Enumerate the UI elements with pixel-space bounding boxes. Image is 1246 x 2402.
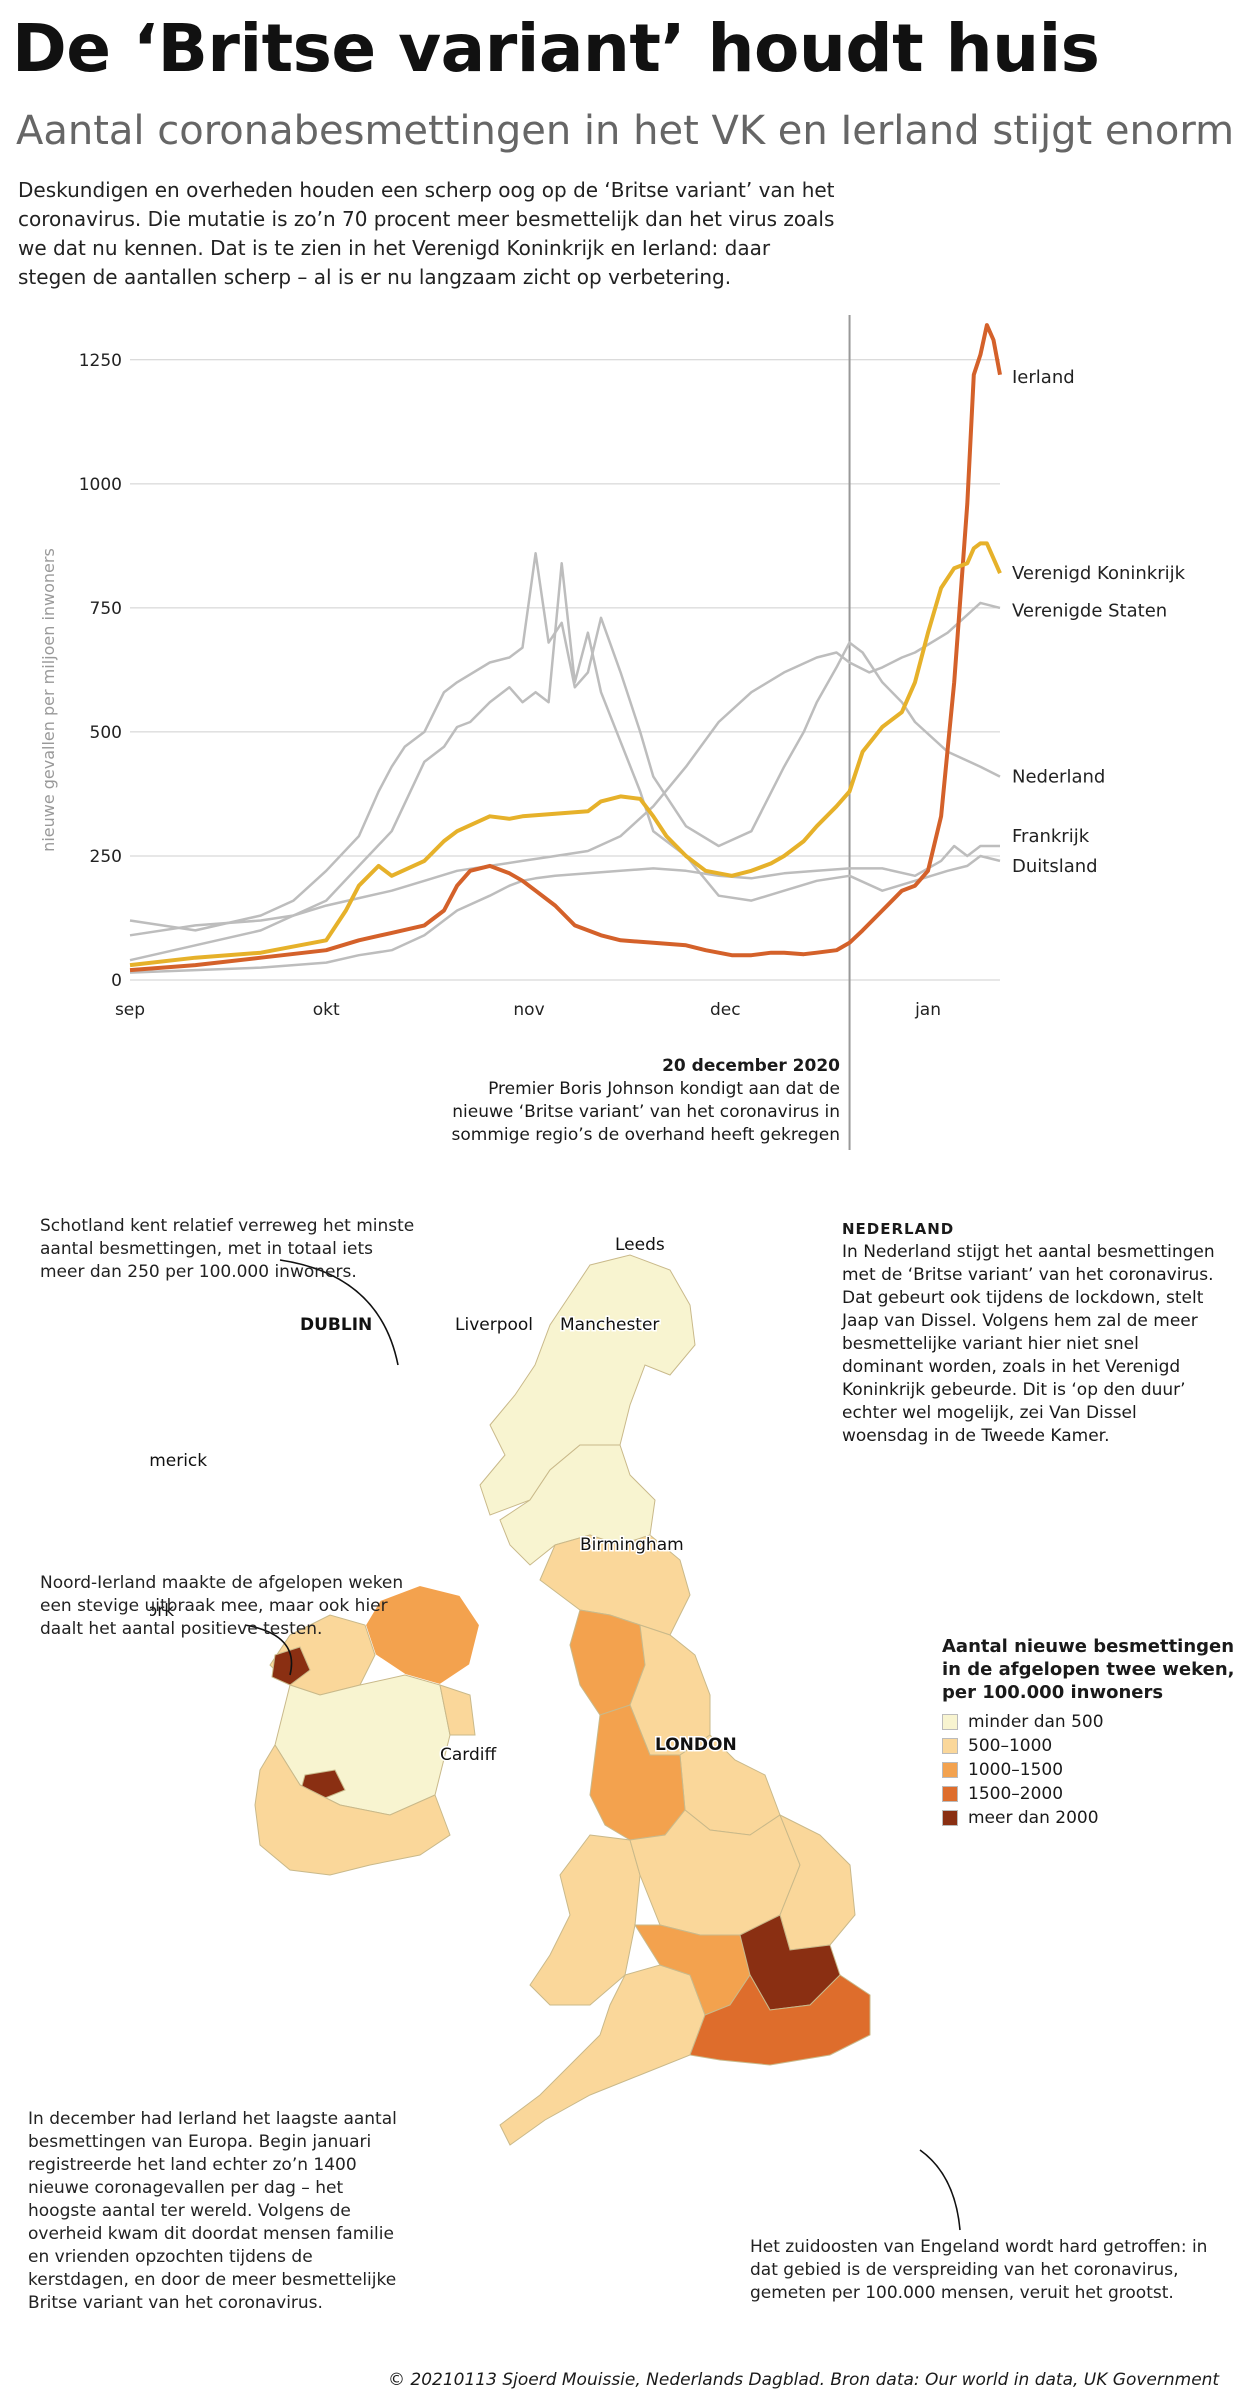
event-text-line: sommige regio’s de overhand heeft gekreg…: [451, 1125, 840, 1145]
x-tick-label: sep: [115, 1000, 145, 1020]
y-axis-label: nieuwe gevallen per miljoen inwoners: [39, 548, 58, 852]
legend-item: 1500–2000: [942, 1782, 1242, 1806]
y-tick-label: 1000: [79, 475, 122, 495]
legend-item: 500–1000: [942, 1734, 1242, 1758]
legend-item: meer dan 2000: [942, 1806, 1242, 1830]
series-line-duitsland: [129, 844, 1000, 974]
series-label-verenigd-koninkrijk: Verenigd Koninkrijk: [1012, 563, 1186, 584]
series-line-nederland: [129, 552, 1001, 932]
x-tick-label: dec: [710, 1000, 741, 1020]
map-legend: Aantal nieuwe besmettingen in de afgelop…: [942, 1635, 1242, 1830]
legend-item: minder dan 500: [942, 1710, 1242, 1734]
city-label-limerick: Limerick: [150, 1451, 207, 1471]
page-subtitle: Aantal coronabesmettingen in het VK en I…: [16, 108, 1235, 154]
legend-label: 1000–1500: [968, 1760, 1064, 1780]
legend-label: meer dan 2000: [968, 1808, 1099, 1828]
line-chart: 0 250 500 750 1000 1250 sep okt nov dec jan Veren…: [39, 315, 1186, 1150]
legend-item: 1000–1500: [942, 1758, 1242, 1782]
y-tick-label: 1250: [79, 351, 122, 371]
legend-label: 500–1000: [968, 1736, 1053, 1756]
event-annotation: 20 december 2020 Premier Boris Johnson k…: [380, 1055, 840, 1147]
city-label-london: LONDON: [655, 1735, 737, 1755]
legend-swatch: [942, 1786, 958, 1802]
city-label-manchester: Manchester: [560, 1315, 659, 1335]
event-text-line: nieuwe ‘Britse variant’ van het coronavi…: [452, 1102, 840, 1122]
chart-grid: [130, 359, 1000, 981]
city-label-cardiff: Cardiff: [440, 1745, 497, 1765]
city-labels: WickGlasgowEdinburghNewcastleBelfastLeed…: [150, 1234, 738, 1767]
region-ireland-south: [254, 1744, 451, 1876]
credit-line: © 20210113 Sjoerd Mouissie, Nederlands D…: [388, 2370, 1220, 2390]
x-axis-ticks: sep okt nov dec jan: [115, 1000, 941, 1020]
northern-ireland-note: Noord-Ierland maakte de afgelopen weken …: [40, 1573, 404, 1639]
city-label-cork: Cork: [150, 1601, 174, 1621]
ni-callout-arrow: [244, 1624, 293, 1676]
southeast-callout-arrow: [919, 2149, 961, 2231]
y-tick-label: 0: [111, 971, 122, 991]
netherlands-heading: NEDERLAND: [842, 1220, 955, 1238]
netherlands-box: NEDERLAND In Nederland stijgt het aantal…: [842, 1218, 1222, 1448]
city-label-leeds: Leeds: [615, 1235, 665, 1255]
series-label-nederland: Nederland: [1012, 767, 1105, 788]
y-tick-label: 500: [90, 723, 122, 743]
intro-text: Deskundigen en overheden houden een sche…: [18, 178, 835, 289]
y-axis-ticks: 0 250 500 750 1000 1250: [79, 351, 122, 991]
region-dublin: [439, 1684, 476, 1736]
legend-swatch: [942, 1762, 958, 1778]
legend-title: Aantal nieuwe besmettingen in de afgelop…: [942, 1636, 1235, 1703]
event-date: 20 december 2020: [662, 1056, 840, 1076]
uk-ireland-map: WickGlasgowEdinburghNewcastleBelfastLeed…: [150, 1234, 961, 2231]
series-line-verenigde-staten: [129, 601, 1001, 937]
region-southeast: [689, 1974, 871, 2066]
x-tick-label: nov: [513, 1000, 544, 1020]
legend-swatch: [942, 1738, 958, 1754]
southeast-note: Het zuidoosten van Engeland wordt hard g…: [750, 2237, 1208, 2303]
legend-items: minder dan 500 500–1000 1000–1500 1500–2000…: [942, 1710, 1242, 1830]
scotland-callout-arrow: [279, 1259, 399, 1366]
legend-swatch: [942, 1810, 958, 1826]
city-label-liverpool: Liverpool: [455, 1315, 533, 1335]
series-label-duitsland: Duitsland: [1012, 856, 1098, 877]
series-line-ierland: [129, 323, 1002, 973]
city-label-birmingham: Birmingham: [580, 1535, 684, 1555]
series-label-ierland: Ierland: [1012, 367, 1075, 388]
series-label-frankrijk: Frankrijk: [1012, 826, 1090, 847]
highlight-series-group: [129, 323, 1002, 973]
series-line-verenigd-koninkrijk: [129, 541, 1002, 968]
x-tick-label: okt: [313, 1000, 340, 1020]
x-tick-label: jan: [914, 1000, 941, 1020]
legend-swatch: [942, 1714, 958, 1730]
city-label-dublin: DUBLIN: [300, 1315, 372, 1335]
grey-series-group: [129, 552, 1001, 974]
legend-label: minder dan 500: [968, 1712, 1104, 1732]
series-labels: Verenigde Staten Nederland Frankrijk Duitsl…: [1012, 367, 1186, 877]
page-title: De ‘Britse variant’ houdt huis: [12, 10, 1100, 87]
series-line-frankrijk: [129, 561, 1001, 962]
y-tick-label: 750: [90, 599, 122, 619]
y-tick-label: 250: [90, 847, 122, 867]
scotland-note: Schotland kent relatief verreweg het min…: [40, 1216, 415, 1282]
netherlands-text: In Nederland stijgt het aantal besmettin…: [842, 1242, 1215, 1446]
ireland-note: In december had Ierland het laagste aant…: [28, 2109, 397, 2313]
series-label-verenigde-staten: Verenigde Staten: [1012, 600, 1167, 621]
event-text-line: Premier Boris Johnson kondigt aan dat de: [488, 1079, 840, 1099]
legend-label: 1500–2000: [968, 1784, 1064, 1804]
